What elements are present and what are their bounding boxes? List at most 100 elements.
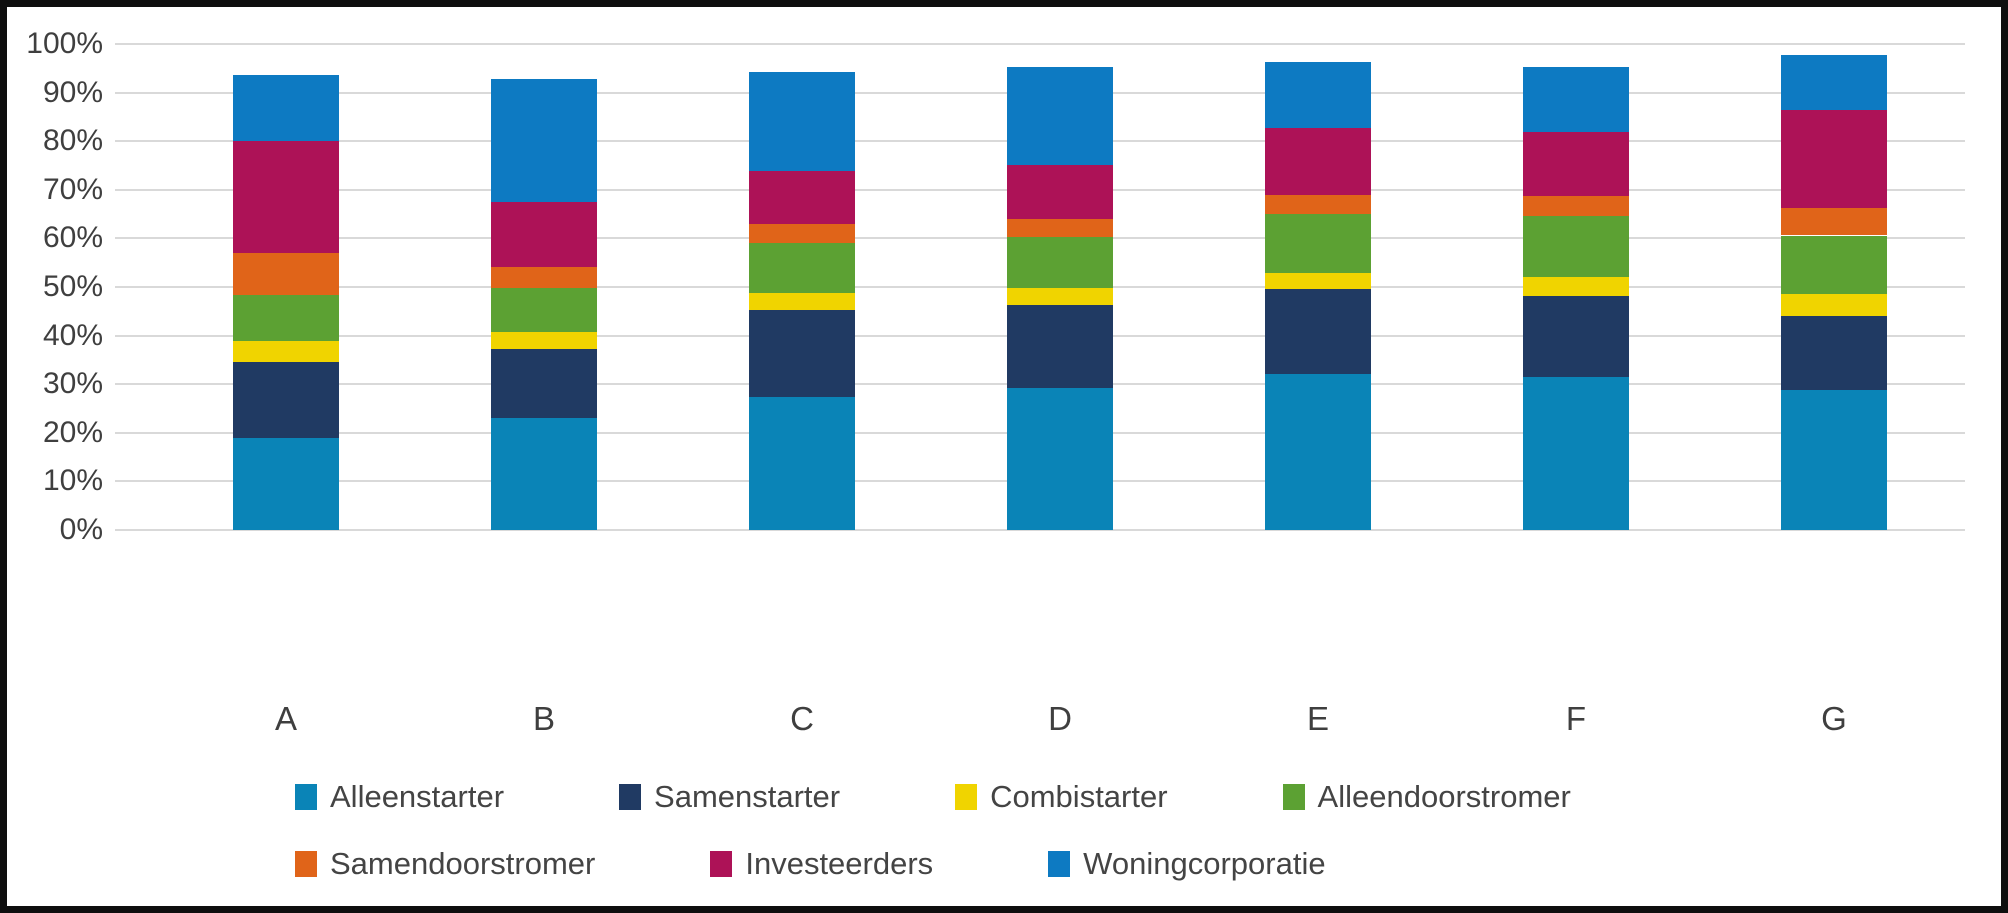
x-tick-label-B: B — [532, 700, 555, 737]
y-tick-label: 40% — [42, 318, 103, 352]
bar-C-segment-samendoorstromer — [749, 223, 855, 244]
y-tick-label: 60% — [42, 221, 103, 255]
bar-F — [1523, 44, 1629, 530]
bar-C-segment-investeerders — [749, 170, 855, 224]
legend-row-1: Alleenstarter Samenstarter Combistarter All… — [295, 779, 1571, 815]
legend-swatch-icon — [955, 784, 978, 810]
bar-G — [1781, 44, 1887, 530]
bar-D-segment-alleenstarter — [1007, 388, 1113, 530]
bar-E — [1265, 44, 1371, 530]
bar-B-segment-alleendoorstromer — [491, 287, 597, 333]
bar-F-segment-samendoorstromer — [1523, 195, 1629, 216]
bar-G-segment-samenstarter — [1781, 315, 1887, 391]
y-tick-label: 0% — [59, 513, 103, 546]
x-tick-label-E: E — [1306, 700, 1329, 737]
bar-A-segment-investeerders — [233, 141, 339, 253]
bar-G-segment-alleendoorstromer — [1781, 235, 1887, 295]
stacked-bar-chart: 0% 10% 20% 30% 40% 50% 60% 70% 80% 90% 100% A B C D E F… — [7, 7, 2001, 906]
y-tick-label: 10% — [42, 464, 103, 498]
x-tick-label-A: A — [274, 700, 297, 737]
bar-D-segment-investeerders — [1007, 164, 1113, 219]
bar-B-segment-samenstarter — [491, 348, 597, 419]
bar-D-segment-woningcorporatie — [1007, 67, 1113, 165]
bar-E-segment-alleendoorstromer — [1265, 214, 1371, 273]
y-tick-label: 90% — [42, 75, 103, 109]
bar-A-segment-alleendoorstromer — [233, 294, 339, 342]
legend-label: Investeerders — [745, 846, 934, 881]
bar-B-segment-investeerders — [491, 202, 597, 267]
y-tick-label: 50% — [42, 270, 103, 303]
legend-swatch-icon — [1048, 851, 1071, 877]
legend-label: Woningcorporatie — [1083, 846, 1326, 881]
legend-row-2: Samendoorstromer Investeerders Woningcorpo… — [295, 846, 1326, 882]
bar-F-segment-investeerders — [1523, 131, 1629, 196]
x-tick-label-C: C — [790, 700, 814, 737]
bar-B-segment-combistarter — [491, 332, 597, 349]
bar-G-segment-investeerders — [1781, 109, 1887, 208]
bar-C-segment-alleenstarter — [749, 396, 855, 530]
bar-D-segment-alleendoorstromer — [1007, 237, 1113, 288]
legend-swatch-icon — [1282, 784, 1305, 810]
gridline-100pct — [115, 43, 1965, 45]
bar-B-segment-woningcorporatie — [491, 78, 597, 203]
bar-F-segment-woningcorporatie — [1523, 67, 1629, 132]
bar-E-segment-samendoorstromer — [1265, 194, 1371, 215]
bar-A — [233, 44, 339, 530]
y-tick-label: 20% — [42, 415, 103, 449]
legend-swatch-icon — [710, 851, 733, 877]
bar-F-segment-alleenstarter — [1523, 376, 1629, 530]
legend-swatch-icon — [295, 784, 317, 810]
legend-item-woningcorporatie: Woningcorporatie — [1048, 846, 1326, 882]
y-tick-label: 70% — [42, 172, 103, 206]
bar-A-segment-combistarter — [233, 341, 339, 363]
bar-E-segment-investeerders — [1265, 127, 1371, 195]
legend-item-samenstarter: Samenstarter — [619, 779, 840, 815]
bar-F-segment-alleendoorstromer — [1523, 215, 1629, 277]
legend-item-investeerders: Investeerders — [710, 846, 933, 882]
bar-G-segment-combistarter — [1781, 294, 1887, 316]
legend-label: Samenstarter — [654, 779, 841, 814]
bar-E-segment-alleenstarter — [1265, 374, 1371, 530]
bar-D-segment-samendoorstromer — [1007, 218, 1113, 238]
y-tick-label: 100% — [26, 27, 103, 60]
legend-label: Alleendoorstromer — [1317, 779, 1571, 814]
y-tick-label: 80% — [42, 124, 103, 158]
legend-swatch-icon — [295, 851, 317, 877]
bar-B — [491, 44, 597, 530]
bar-D-segment-samenstarter — [1007, 304, 1113, 389]
legend-label: Combistarter — [990, 779, 1168, 814]
x-tick-label-D: D — [1048, 700, 1072, 737]
bar-D-segment-combistarter — [1007, 287, 1113, 305]
legend-label: Samendoorstromer — [330, 846, 596, 881]
bar-E-segment-samenstarter — [1265, 289, 1371, 375]
x-tick-label-G: G — [1821, 700, 1847, 737]
bar-B-segment-samendoorstromer — [491, 266, 597, 288]
gridline-0pct — [115, 529, 1965, 531]
legend-item-alleenstarter: Alleenstarter — [295, 779, 504, 815]
bar-C-segment-combistarter — [749, 292, 855, 311]
bar-G-segment-samendoorstromer — [1781, 207, 1887, 236]
bar-A-segment-samendoorstromer — [233, 253, 339, 295]
bar-G-segment-woningcorporatie — [1781, 55, 1887, 110]
bar-B-segment-alleenstarter — [491, 418, 597, 530]
bar-C-segment-woningcorporatie — [749, 71, 855, 171]
bar-C — [749, 44, 855, 530]
x-tick-label-F: F — [1565, 700, 1587, 737]
legend-swatch-icon — [619, 784, 642, 810]
bar-G-segment-alleenstarter — [1781, 390, 1887, 530]
bar-C-segment-samenstarter — [749, 310, 855, 397]
bar-F-segment-combistarter — [1523, 276, 1629, 296]
bar-D — [1007, 44, 1113, 530]
y-tick-label: 30% — [42, 367, 103, 401]
legend-label: Alleenstarter — [330, 779, 505, 814]
bar-E-segment-combistarter — [1265, 272, 1371, 290]
bar-A-segment-alleenstarter — [233, 437, 339, 530]
legend-item-alleendoorstromer: Alleendoorstromer — [1282, 779, 1571, 815]
legend-item-combistarter: Combistarter — [955, 779, 1168, 815]
bar-E-segment-woningcorporatie — [1265, 61, 1371, 128]
legend-item-samendoorstromer: Samendoorstromer — [295, 846, 595, 882]
bar-F-segment-samenstarter — [1523, 295, 1629, 377]
bar-A-segment-woningcorporatie — [233, 74, 339, 142]
bar-A-segment-samenstarter — [233, 362, 339, 438]
